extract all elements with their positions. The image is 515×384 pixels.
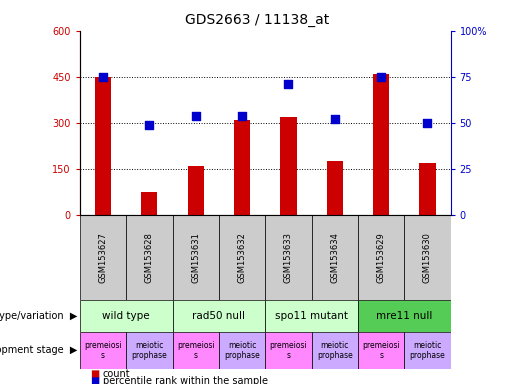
Bar xyxy=(80,215,126,300)
Text: meiotic
prophase: meiotic prophase xyxy=(409,341,445,360)
Bar xyxy=(126,332,173,369)
Bar xyxy=(358,215,404,300)
Bar xyxy=(327,161,343,215)
Bar xyxy=(80,300,173,332)
Text: spo11 mutant: spo11 mutant xyxy=(275,311,348,321)
Text: GSM153633: GSM153633 xyxy=(284,232,293,283)
Bar xyxy=(358,300,451,332)
Point xyxy=(99,74,107,80)
Text: GSM153631: GSM153631 xyxy=(191,232,200,283)
Bar xyxy=(219,332,265,369)
Bar xyxy=(173,215,219,300)
Bar xyxy=(312,332,358,369)
Text: premeiosi
s: premeiosi s xyxy=(177,341,215,360)
Text: development stage  ▶: development stage ▶ xyxy=(0,345,77,356)
Bar xyxy=(80,332,126,369)
Point xyxy=(145,122,153,128)
Text: GSM153632: GSM153632 xyxy=(237,232,247,283)
Text: premeiosi
s: premeiosi s xyxy=(84,341,122,360)
Text: GDS2663 / 11138_at: GDS2663 / 11138_at xyxy=(185,13,330,27)
Point xyxy=(377,74,385,80)
Point xyxy=(192,113,200,119)
Point xyxy=(238,113,246,119)
Bar xyxy=(265,215,312,300)
Bar xyxy=(404,332,451,369)
Bar xyxy=(373,74,389,215)
Text: percentile rank within the sample: percentile rank within the sample xyxy=(103,376,268,384)
Bar xyxy=(95,77,111,215)
Bar xyxy=(358,332,404,369)
Text: GSM153627: GSM153627 xyxy=(98,232,108,283)
Point xyxy=(284,81,293,87)
Text: premeiosi
s: premeiosi s xyxy=(269,341,307,360)
Bar xyxy=(312,215,358,300)
Text: GSM153629: GSM153629 xyxy=(376,232,386,283)
Bar xyxy=(219,215,265,300)
Bar xyxy=(234,120,250,215)
Bar xyxy=(265,300,358,332)
Bar xyxy=(280,117,297,215)
Text: meiotic
prophase: meiotic prophase xyxy=(317,341,353,360)
Text: GSM153630: GSM153630 xyxy=(423,232,432,283)
Text: wild type: wild type xyxy=(102,311,150,321)
Text: ■: ■ xyxy=(90,376,99,384)
Text: meiotic
prophase: meiotic prophase xyxy=(131,341,167,360)
Point xyxy=(423,120,432,126)
Text: genotype/variation  ▶: genotype/variation ▶ xyxy=(0,311,77,321)
Text: count: count xyxy=(103,369,131,379)
Text: meiotic
prophase: meiotic prophase xyxy=(224,341,260,360)
Bar xyxy=(173,332,219,369)
Text: ■: ■ xyxy=(90,369,99,379)
Bar xyxy=(141,192,158,215)
Bar xyxy=(173,300,265,332)
Bar xyxy=(187,166,204,215)
Text: rad50 null: rad50 null xyxy=(193,311,245,321)
Bar xyxy=(404,215,451,300)
Text: GSM153628: GSM153628 xyxy=(145,232,154,283)
Text: GSM153634: GSM153634 xyxy=(330,232,339,283)
Bar xyxy=(265,332,312,369)
Bar xyxy=(419,163,436,215)
Point xyxy=(331,116,339,122)
Bar xyxy=(126,215,173,300)
Text: mre11 null: mre11 null xyxy=(376,311,433,321)
Text: premeiosi
s: premeiosi s xyxy=(362,341,400,360)
